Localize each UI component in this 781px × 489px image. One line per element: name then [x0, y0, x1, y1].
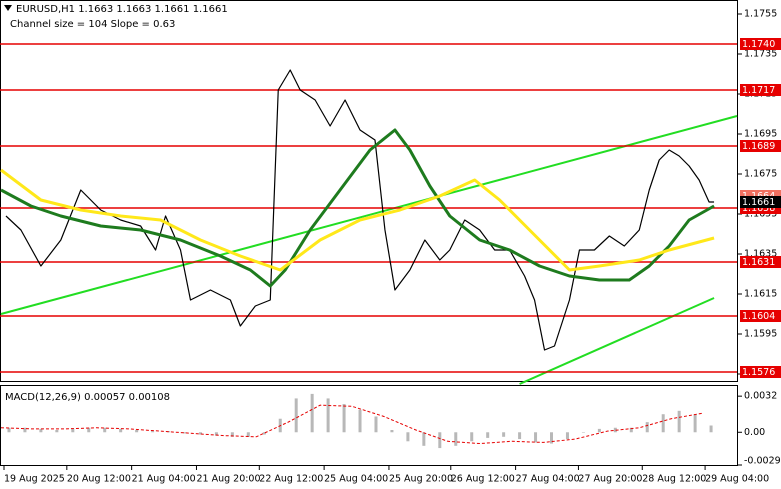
y-tick-label: 1.1615 [744, 289, 777, 300]
level-label-box [740, 84, 781, 96]
macd-bar [677, 410, 681, 433]
macd-bar [87, 427, 91, 433]
macd-bar [470, 432, 474, 442]
macd-bar [230, 432, 234, 437]
y-tick-label: 1.1755 [744, 9, 777, 20]
price-line [5, 69, 715, 351]
level-label: 1.1689 [742, 141, 775, 152]
macd-bar [709, 425, 713, 433]
level-label: 1.1576 [742, 367, 775, 378]
price-label: 1.1661 [742, 197, 775, 208]
level-label-box [740, 256, 781, 268]
macd-bar [7, 427, 11, 433]
x-tick-label: 29 Aug 04:00 [705, 474, 769, 485]
macd-bar [151, 431, 155, 433]
macd-bar [565, 432, 569, 440]
x-tick-label: 26 Aug 12:00 [451, 474, 515, 485]
price-line [0, 168, 715, 272]
macd-bar [358, 409, 362, 433]
level-label: 1.1717 [742, 85, 775, 96]
x-tick-label: 25 Aug 04:00 [324, 474, 388, 485]
level-label-box [740, 366, 781, 378]
macd-bar [39, 428, 43, 433]
macd-bar [661, 414, 665, 433]
macd-title: MACD(12,26,9) 0.00057 0.00108 [5, 392, 170, 403]
macd-bar [119, 428, 123, 433]
level-label-box [740, 38, 781, 50]
macd-bar [103, 427, 107, 433]
level-label-box [740, 140, 781, 152]
macd-bar [262, 432, 266, 435]
macd-bar [486, 432, 490, 438]
price-label-box [740, 196, 781, 208]
macd-bar [326, 398, 330, 433]
macd-bar [406, 432, 410, 442]
x-tick-label: 28 Aug 12:00 [642, 474, 706, 485]
macd-bar [422, 432, 426, 446]
macd-bar [629, 427, 633, 433]
macd-bar [214, 432, 218, 436]
macd-bar [294, 398, 298, 433]
macd-bar [183, 432, 187, 434]
x-tick-label: 27 Aug 20:00 [578, 474, 642, 485]
y-tick-label: 0.00 [744, 427, 765, 438]
level-label: 1.1631 [742, 257, 775, 268]
macd-bar [645, 422, 649, 433]
y-tick-label: 1.1595 [744, 329, 777, 340]
macd-panel [0, 385, 738, 466]
channel-line [519, 297, 715, 385]
chart-subtitle: Channel size = 104 Slope = 0.63 [10, 19, 175, 30]
x-tick-label: 27 Aug 04:00 [516, 474, 580, 485]
y-tick-label: 0.0032 [744, 391, 777, 402]
y-tick-label: 1.1675 [744, 169, 777, 180]
macd-bar [198, 432, 202, 435]
macd-bar [613, 427, 617, 433]
macd-bar [550, 432, 554, 444]
x-tick-label: 20 Aug 12:00 [67, 474, 131, 485]
level-label: 1.1604 [742, 311, 775, 322]
macd-bar [55, 430, 59, 433]
chart-title: EURUSD,H1 1.1663 1.1663 1.1661 1.1661 [16, 4, 228, 15]
x-tick-label: 19 Aug 2025 [4, 474, 65, 485]
macd-bar [597, 428, 601, 433]
y-tick-label: 1.1635 [744, 249, 777, 260]
level-label-box [740, 310, 781, 322]
x-tick-label: 25 Aug 20:00 [389, 474, 453, 485]
macd-bar [438, 432, 442, 449]
y-tick-label: 1.1695 [744, 129, 777, 140]
y-tick-label: -0.0029 [744, 456, 781, 467]
menu-arrow [4, 5, 12, 11]
price-line [0, 128, 715, 288]
macd-bar [693, 414, 697, 433]
macd-bar [71, 428, 75, 433]
price-panel [0, 0, 738, 382]
x-tick-label: 21 Aug 20:00 [196, 474, 260, 485]
macd-bar [374, 416, 378, 433]
level-label: 1.1740 [742, 39, 775, 50]
macd-bar [135, 430, 139, 433]
y-tick-label: 1.1735 [744, 49, 777, 60]
macd-bar [390, 430, 394, 433]
x-tick-label: 22 Aug 12:00 [259, 474, 323, 485]
x-tick-label: 21 Aug 04:00 [132, 474, 196, 485]
macd-bar [502, 432, 506, 437]
macd-bar [246, 432, 250, 437]
macd-bar [310, 393, 314, 433]
macd-bar [518, 432, 522, 440]
macd-bar [454, 432, 458, 446]
macd-bar [581, 432, 585, 433]
macd-bar [342, 404, 346, 433]
macd-bar [534, 432, 538, 443]
signal-line [0, 404, 704, 445]
channel-line [0, 115, 738, 315]
macd-bar [23, 427, 27, 433]
level-label: 1.1658 [742, 203, 775, 214]
